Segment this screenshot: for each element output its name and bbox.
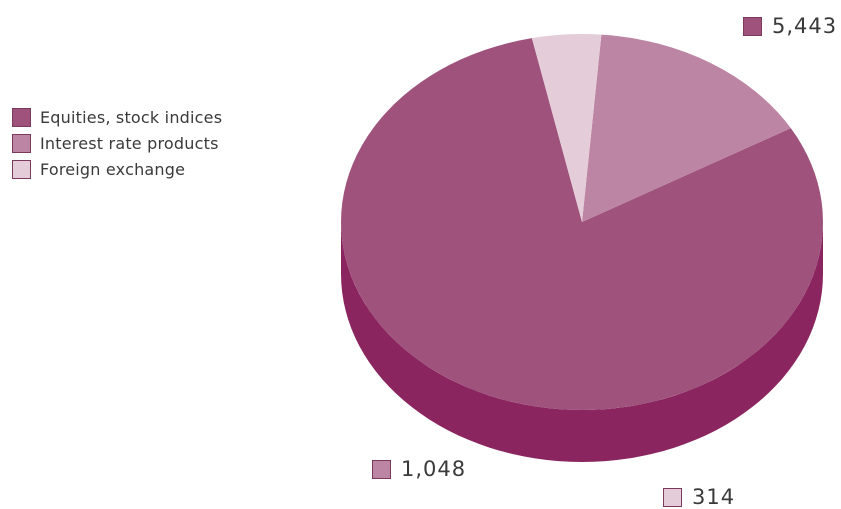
value-swatch-foreign-exchange	[663, 487, 682, 507]
value-label-interest-rate: 1,048	[372, 457, 466, 481]
value-label-foreign-exchange: 314	[663, 485, 735, 509]
value-swatch-equities	[743, 16, 762, 36]
pie-slice-foreign-exchange	[531, 33, 602, 222]
legend-swatch-foreign-exchange	[12, 159, 31, 179]
value-label-equities: 5,443	[743, 14, 837, 38]
legend: Equities, stock indices Interest rate pr…	[12, 104, 222, 182]
legend-item-foreign-exchange: Foreign exchange	[12, 156, 222, 182]
legend-label-foreign-exchange: Foreign exchange	[40, 159, 186, 179]
legend-label-interest-rate: Interest rate products	[40, 133, 219, 153]
legend-swatch-interest-rate	[12, 133, 31, 153]
pie-slice-equities	[341, 38, 824, 411]
pie-side-equities	[341, 222, 823, 462]
legend-label-equities: Equities, stock indices	[40, 107, 223, 127]
value-swatch-interest-rate	[372, 459, 391, 479]
pie-top	[341, 33, 824, 411]
legend-item-equities: Equities, stock indices	[12, 104, 222, 130]
value-text-interest-rate: 1,048	[401, 457, 467, 481]
value-text-foreign-exchange: 314	[692, 485, 736, 509]
value-text-equities: 5,443	[772, 14, 838, 38]
legend-swatch-equities	[12, 107, 31, 127]
legend-item-interest-rate: Interest rate products	[12, 130, 222, 156]
pie-sides	[341, 222, 823, 462]
pie-slice-interest-rate	[582, 34, 791, 222]
